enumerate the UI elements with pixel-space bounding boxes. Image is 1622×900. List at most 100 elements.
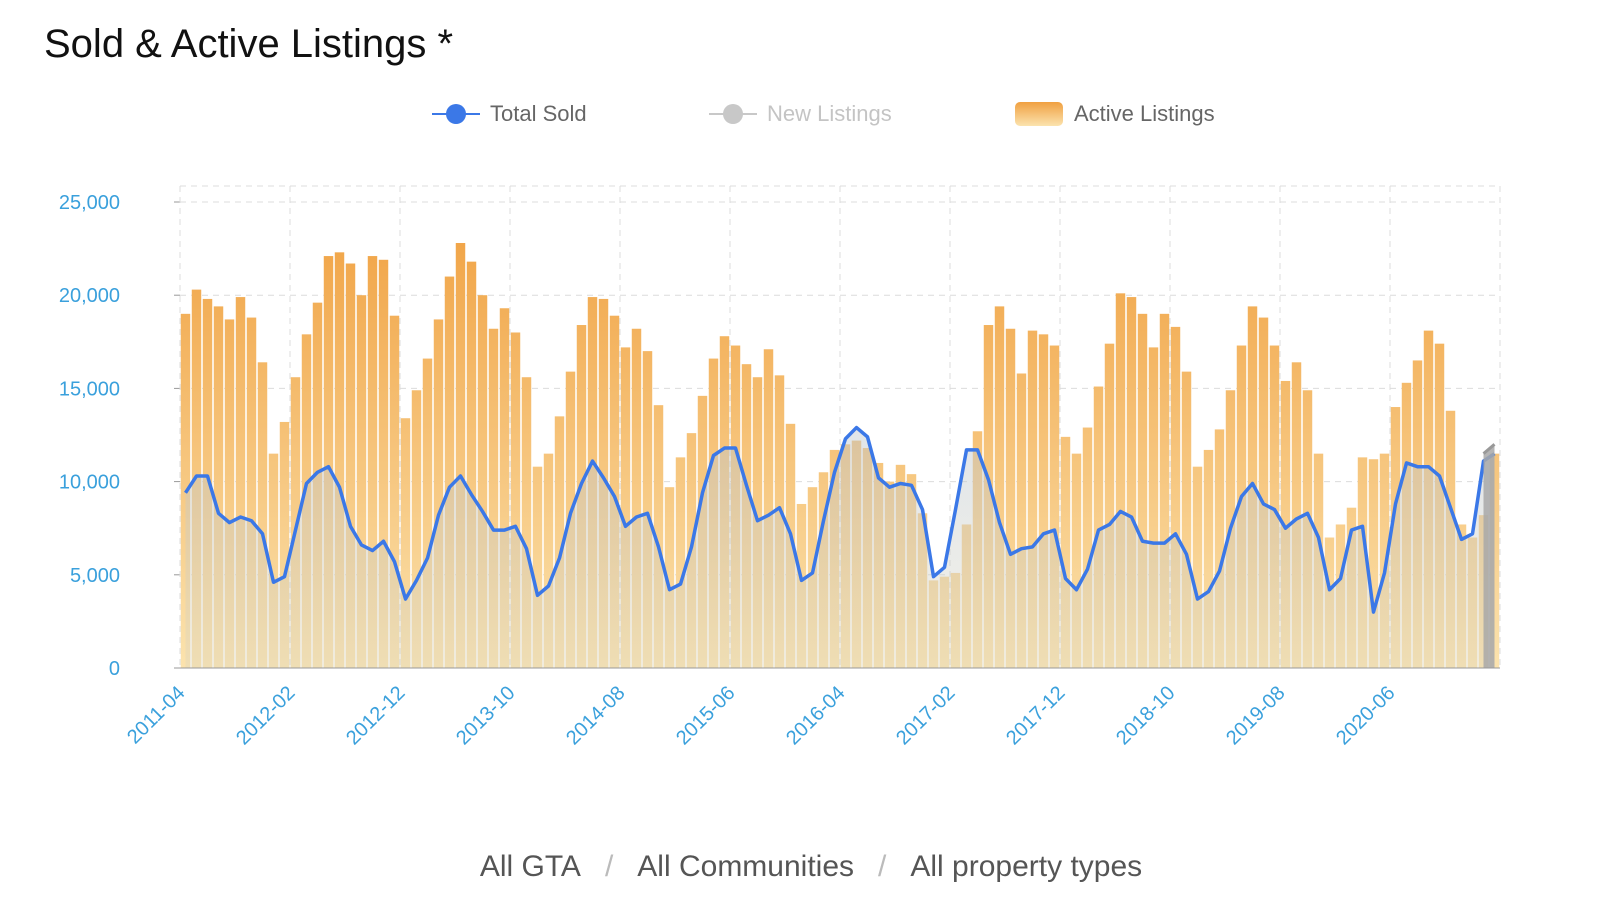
- bar-active-listings: [994, 306, 1005, 668]
- bar-active-listings: [653, 405, 664, 668]
- bar-active-listings: [334, 252, 345, 668]
- bar-active-listings: [532, 466, 543, 668]
- bar-active-listings: [1049, 345, 1060, 668]
- bar-active-listings: [554, 416, 565, 668]
- line-total-sold: [184, 425, 1496, 614]
- bar-active-listings: [1027, 330, 1038, 668]
- bar-active-listings: [1368, 459, 1379, 668]
- line-new-listings: [1482, 443, 1496, 455]
- x-tick-label: 2017-12: [1002, 682, 1069, 749]
- bar-active-listings: [1038, 334, 1049, 668]
- bar-active-listings: [1181, 371, 1192, 668]
- bar-active-listings: [367, 256, 378, 668]
- bar-active-listings: [1005, 328, 1016, 668]
- bar-active-listings: [1214, 429, 1225, 668]
- x-tick-label: 2019-08: [1222, 682, 1289, 749]
- bar-active-listings: [1104, 343, 1115, 668]
- bar-active-listings: [433, 319, 444, 668]
- bar-active-listings: [675, 457, 686, 668]
- breadcrumb: All GTA / All Communities / All property typ…: [0, 850, 1622, 884]
- bar-active-listings: [521, 377, 532, 668]
- bar-active-listings: [763, 349, 774, 668]
- bar-active-listings: [213, 306, 224, 668]
- bar-active-listings: [466, 261, 477, 668]
- x-tick-label: 2011-04: [123, 682, 189, 748]
- bar-active-listings: [323, 256, 334, 668]
- bar-active-listings: [620, 347, 631, 668]
- bar-active-listings: [1170, 326, 1181, 668]
- x-tick-label: 2018-10: [1112, 682, 1179, 749]
- line-marker-icon: [709, 104, 757, 124]
- x-tick-label: 2020-06: [1332, 682, 1399, 749]
- bar-active-listings: [1192, 466, 1203, 668]
- bar-active-listings: [1159, 313, 1170, 668]
- y-tick-label: 0: [109, 658, 120, 680]
- x-tick-label: 2014-08: [562, 682, 629, 749]
- bar-active-listings: [422, 358, 433, 668]
- legend-label-active-listings: Active Listings: [1074, 101, 1215, 126]
- bar-active-listings: [1269, 345, 1280, 668]
- y-tick-label: 10,000: [59, 472, 120, 494]
- bar-active-listings: [356, 295, 367, 668]
- bar-active-listings: [664, 487, 675, 668]
- breadcrumb-region[interactable]: All GTA: [479, 850, 581, 883]
- chart-legend: Total Sold New Listings Active Listings: [0, 92, 1622, 136]
- bar-active-listings: [257, 362, 268, 668]
- chart-plot: 0 5,000 10,000 15,000 20,000 25,000 2011-04 201…: [59, 185, 1501, 749]
- x-tick-label: 2012-02: [232, 682, 299, 749]
- x-tick-label: 2015-06: [672, 682, 739, 749]
- bar-active-listings: [1379, 453, 1390, 668]
- bar-swatch-icon: [1015, 102, 1063, 126]
- chart-title: Sold & Active Listings *: [44, 22, 454, 66]
- bar-active-listings: [1126, 297, 1137, 668]
- bar-active-listings: [455, 243, 466, 668]
- breadcrumb-community[interactable]: All Communities: [637, 850, 855, 883]
- bar-active-listings: [1258, 317, 1269, 668]
- legend-label-total-sold: Total Sold: [490, 101, 587, 126]
- bar-active-listings: [444, 276, 455, 668]
- bar-active-listings: [411, 390, 422, 668]
- x-tick-label: 2013-10: [452, 682, 519, 749]
- legend-label-new-listings: New Listings: [767, 101, 892, 126]
- line-marker-icon: [432, 104, 480, 124]
- legend-item-active-listings[interactable]: Active Listings: [1014, 92, 1215, 136]
- x-tick-label: 2016-04: [782, 682, 849, 749]
- area-new-listings: [1483, 444, 1495, 668]
- y-tick-label: 25,000: [59, 192, 120, 214]
- bar-active-listings: [1148, 347, 1159, 668]
- breadcrumb-separator: /: [878, 850, 887, 883]
- legend-item-new-listings[interactable]: New Listings: [709, 92, 892, 136]
- bar-active-listings: [389, 315, 400, 668]
- legend-item-total-sold[interactable]: Total Sold: [432, 92, 587, 136]
- bar-active-listings: [609, 315, 620, 668]
- bar-active-listings: [631, 328, 642, 668]
- area-total-sold: [185, 427, 1495, 668]
- bar-active-listings: [1060, 436, 1071, 668]
- x-tick-label: 2012-12: [342, 682, 409, 749]
- y-tick-label: 15,000: [59, 378, 120, 400]
- bar-active-listings: [268, 453, 279, 668]
- bar-active-listings: [642, 351, 653, 668]
- bar-active-listings: [235, 297, 246, 668]
- breadcrumb-separator: /: [604, 850, 614, 883]
- bar-active-listings: [378, 259, 389, 668]
- bar-active-listings: [510, 332, 521, 668]
- bar-active-listings: [1093, 386, 1104, 668]
- bar-active-listings: [1016, 373, 1027, 668]
- bar-active-listings: [1137, 313, 1148, 668]
- bar-active-listings: [400, 418, 411, 668]
- x-tick-label: 2017-02: [892, 682, 959, 749]
- bar-active-listings: [279, 421, 290, 668]
- bar-active-listings: [488, 328, 499, 668]
- bar-active-listings: [246, 317, 257, 668]
- bar-active-listings: [1071, 453, 1082, 668]
- bar-active-listings: [477, 295, 488, 668]
- bar-active-listings: [1291, 362, 1302, 668]
- bar-active-listings: [345, 263, 356, 668]
- bar-active-listings: [1115, 293, 1126, 668]
- bar-active-listings: [543, 453, 554, 668]
- bar-active-listings: [1280, 380, 1291, 668]
- bar-active-listings: [1203, 449, 1214, 668]
- bar-active-listings: [1082, 427, 1093, 668]
- breadcrumb-property-type[interactable]: All property types: [910, 850, 1143, 883]
